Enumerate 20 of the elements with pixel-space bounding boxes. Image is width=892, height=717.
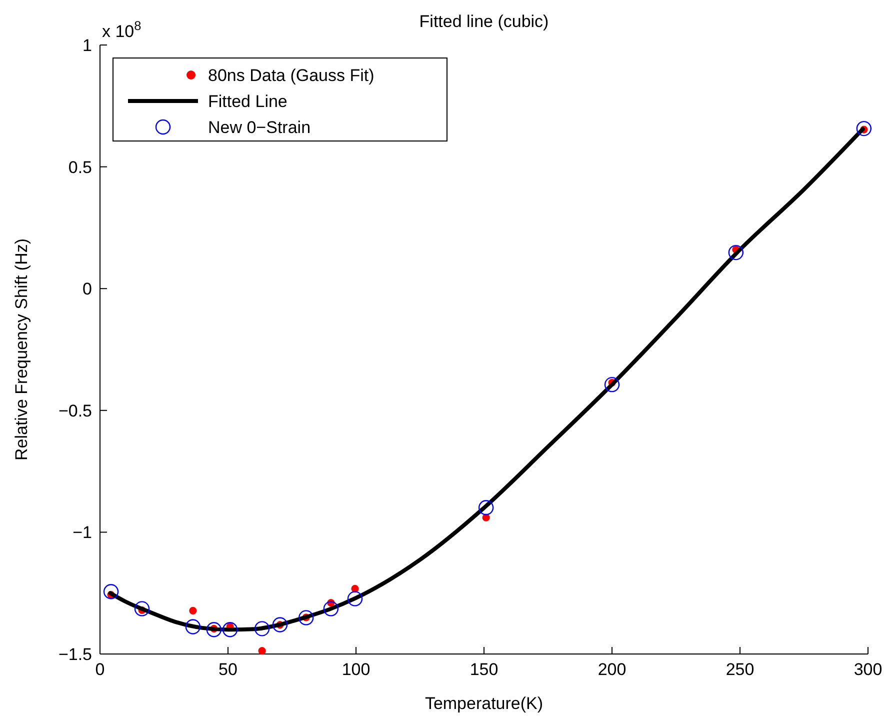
legend-label: 80ns Data (Gauss Fit)	[208, 66, 374, 85]
y-tick-label: −1	[72, 523, 92, 542]
legend-label: New 0−Strain	[208, 118, 311, 137]
text: x 10$^{8}$	[102, 18, 142, 41]
chart-title: Fitted line (cubic)	[419, 12, 549, 31]
x-tick-label: 50	[218, 660, 238, 679]
x-tick-label: 100	[342, 660, 370, 679]
x-tick-label: 0	[95, 660, 105, 679]
x-axis-title: Temperature(K)	[424, 694, 544, 713]
y-axis-title: Relative Frequency Shift (Hz)	[12, 238, 31, 461]
x-tick-label: 300	[854, 660, 882, 679]
legend-label: Fitted Line	[208, 92, 288, 111]
x-tick-label: 150	[470, 660, 498, 679]
y-tick-label: 1	[82, 36, 92, 55]
y-tick-label: −0.5	[58, 401, 92, 420]
x-tick-label: 200	[598, 660, 626, 679]
y-tick-label: 0.5	[68, 158, 92, 177]
y-tick-label: −1.5	[58, 645, 92, 664]
y-tick-label: 0	[82, 280, 92, 299]
x-tick-label: 250	[726, 660, 754, 679]
